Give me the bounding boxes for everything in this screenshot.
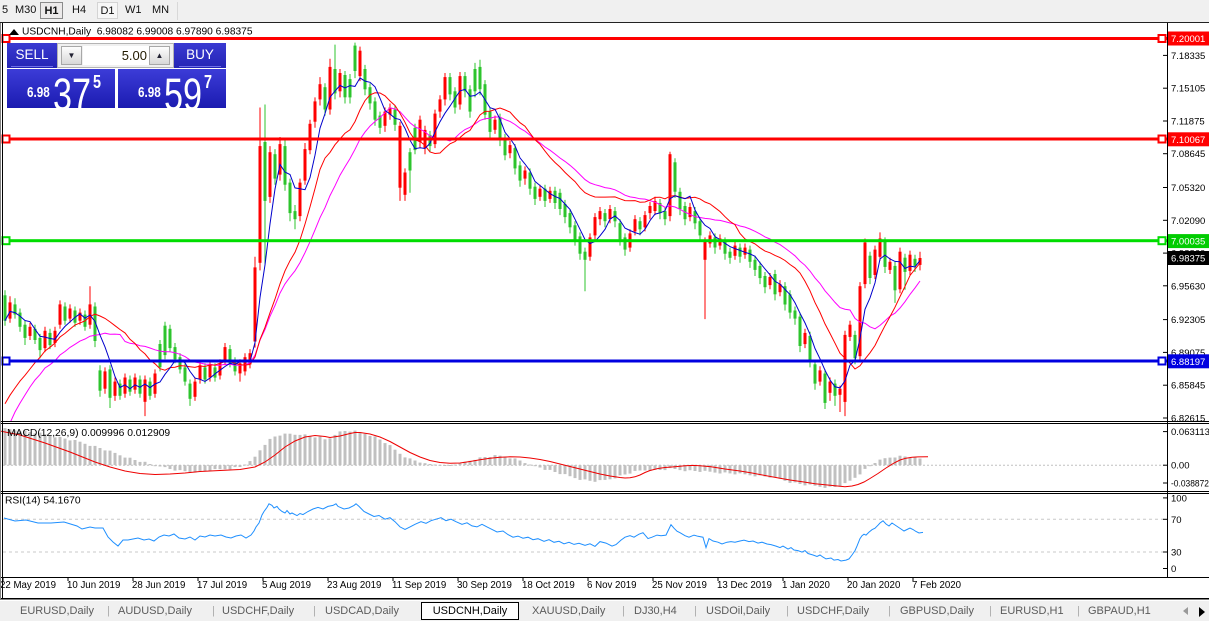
svg-text:6.95630: 6.95630 xyxy=(1171,281,1205,292)
svg-text:23 Aug 2019: 23 Aug 2019 xyxy=(327,580,381,591)
svg-text:18 Oct 2019: 18 Oct 2019 xyxy=(522,580,575,591)
svg-text:USDCNH,Daily 6.98082 6.99008: USDCNH,Daily 6.98082 6.99008 6.97890 6.9… xyxy=(22,27,253,38)
svg-text:7 Feb 2020: 7 Feb 2020 xyxy=(912,580,962,591)
svg-text:0.00: 0.00 xyxy=(1171,461,1190,472)
svg-text:17 Jul 2019: 17 Jul 2019 xyxy=(197,580,247,591)
svg-text:6.88197: 6.88197 xyxy=(1171,357,1205,368)
svg-text:7.10067: 7.10067 xyxy=(1171,135,1205,146)
svg-text:7.00035: 7.00035 xyxy=(1171,237,1205,248)
svg-text:1 Jan 2020: 1 Jan 2020 xyxy=(782,580,831,591)
svg-text:7.11875: 7.11875 xyxy=(1171,117,1205,128)
svg-text:28 Jun 2019: 28 Jun 2019 xyxy=(132,580,185,591)
svg-text:7.05320: 7.05320 xyxy=(1171,183,1205,194)
svg-text:RSI(14) 54.1670: RSI(14) 54.1670 xyxy=(5,496,81,507)
svg-text:6.98375: 6.98375 xyxy=(1171,254,1205,265)
svg-text:6.89075: 6.89075 xyxy=(1171,348,1205,359)
svg-text:11 Sep 2019: 11 Sep 2019 xyxy=(392,580,446,591)
svg-text:MACD(12,26,9) 0.009996 0.01290: MACD(12,26,9) 0.009996 0.012909 xyxy=(7,428,170,439)
svg-text:13 Dec 2019: 13 Dec 2019 xyxy=(717,580,772,591)
svg-text:6.82615: 6.82615 xyxy=(1171,414,1205,425)
svg-text:0: 0 xyxy=(1171,564,1176,575)
svg-text:25 Nov 2019: 25 Nov 2019 xyxy=(652,580,707,591)
svg-text:6.92305: 6.92305 xyxy=(1171,315,1205,326)
svg-text:7.15105: 7.15105 xyxy=(1171,84,1205,95)
svg-text:7.02090: 7.02090 xyxy=(1171,216,1205,227)
svg-text:0.063113: 0.063113 xyxy=(1171,427,1209,438)
svg-text:5 Aug 2019: 5 Aug 2019 xyxy=(262,580,311,591)
svg-text:6.85845: 6.85845 xyxy=(1171,381,1205,392)
svg-text:100: 100 xyxy=(1171,493,1187,504)
svg-text:7.08645: 7.08645 xyxy=(1171,149,1205,160)
svg-text:30: 30 xyxy=(1171,548,1182,559)
svg-text:10 Jun 2019: 10 Jun 2019 xyxy=(67,580,120,591)
svg-text:30 Sep 2019: 30 Sep 2019 xyxy=(457,580,512,591)
svg-text:6 Nov 2019: 6 Nov 2019 xyxy=(587,580,637,591)
svg-text:20 Jan 2020: 20 Jan 2020 xyxy=(847,580,901,591)
svg-text:70: 70 xyxy=(1171,515,1182,526)
svg-text:7.18335: 7.18335 xyxy=(1171,51,1205,62)
svg-text:-0.038872: -0.038872 xyxy=(1171,479,1209,490)
svg-text:7.20001: 7.20001 xyxy=(1171,34,1205,45)
svg-text:22 May 2019: 22 May 2019 xyxy=(0,580,56,591)
